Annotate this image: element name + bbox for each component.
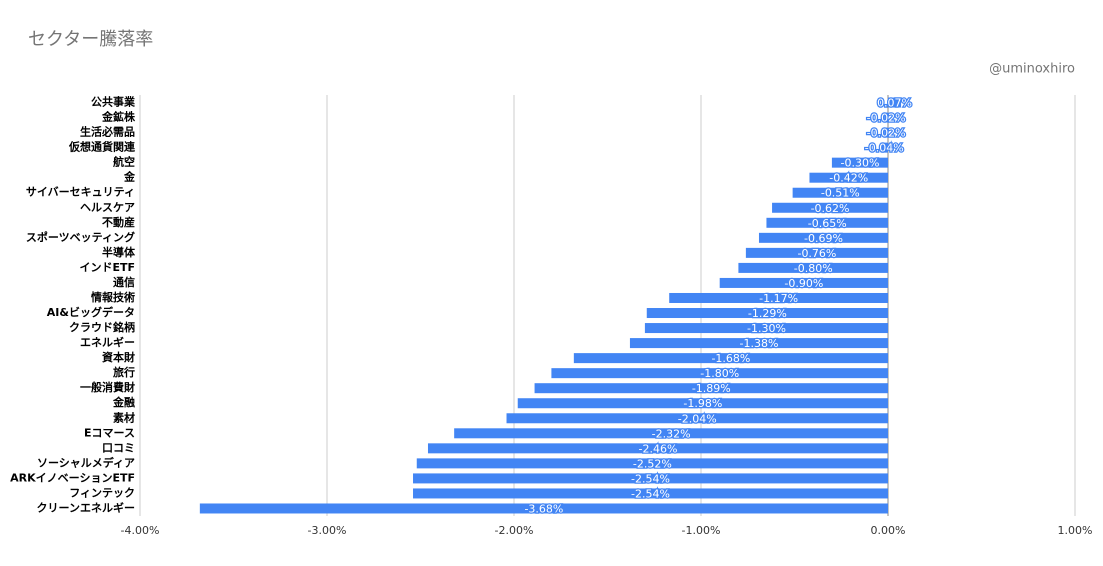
category-label: AI&ビッグデータ: [47, 305, 135, 319]
category-label: フィンテック: [69, 486, 135, 499]
category-label: 通信: [113, 275, 135, 289]
x-tick-label: -4.00%: [121, 524, 160, 537]
bar: [646, 308, 888, 319]
bar: [629, 338, 888, 349]
x-tick-label: -1.00%: [682, 524, 721, 537]
x-tick-label: 0.00%: [871, 524, 906, 537]
category-label: 生活必需品: [80, 125, 135, 139]
category-label: 情報技術: [91, 290, 135, 304]
value-label: -0.02%: [867, 127, 906, 140]
bar: [454, 428, 888, 439]
value-label: -1.38%: [740, 337, 779, 350]
value-label: -2.46%: [639, 442, 678, 455]
bar: [766, 217, 888, 228]
bar: [745, 247, 888, 258]
bar: [506, 413, 888, 424]
bar: [884, 127, 888, 138]
bar: [884, 112, 888, 123]
value-label: -0.90%: [784, 277, 823, 290]
bar: [669, 292, 888, 303]
value-label: -3.68%: [524, 502, 563, 515]
bar: [573, 353, 888, 364]
category-label: 一般消費財: [80, 380, 135, 394]
category-label: クリーンエネルギー: [37, 500, 135, 514]
value-label: -1.98%: [683, 397, 722, 410]
value-label: -0.76%: [797, 247, 836, 260]
category-label: 金: [123, 170, 136, 184]
value-label: -0.30%: [840, 157, 879, 170]
bar: [738, 262, 888, 273]
bar: [831, 157, 888, 168]
value-label: -1.30%: [747, 322, 786, 335]
bar: [719, 277, 888, 288]
value-label: -0.69%: [804, 232, 843, 245]
bar: [413, 473, 888, 484]
x-tick-label: -2.00%: [495, 524, 534, 537]
category-label: エネルギー: [80, 335, 135, 349]
bar: [644, 323, 888, 334]
value-label: -2.54%: [631, 472, 670, 485]
category-label: 金融: [112, 395, 135, 409]
value-label: -0.02%: [867, 112, 906, 125]
bar: [809, 172, 888, 183]
category-label: 資本財: [102, 350, 135, 364]
category-label: 口コミ: [102, 441, 135, 454]
category-label: ARKイノベーションETF: [10, 471, 135, 484]
value-label: -0.04%: [865, 142, 904, 155]
bar: [792, 187, 888, 198]
value-label: -0.42%: [829, 172, 868, 185]
value-label: -0.51%: [821, 187, 860, 200]
value-label: -1.17%: [759, 292, 798, 305]
credit: @uminoxhiro: [989, 62, 1075, 77]
bar: [551, 368, 888, 379]
value-label: -0.65%: [808, 217, 847, 230]
value-label: -0.62%: [811, 202, 850, 215]
category-label: 仮想通貨関連: [68, 140, 136, 154]
value-label: -2.32%: [652, 427, 691, 440]
category-label: サイバーセキュリティ: [26, 186, 135, 199]
value-label: -1.89%: [692, 382, 731, 395]
bar: [758, 232, 888, 243]
value-label: -2.04%: [678, 412, 717, 425]
category-label: スポーツベッティング: [26, 230, 135, 244]
category-label: 公共事業: [91, 95, 136, 109]
category-label: Eコマース: [84, 426, 135, 439]
value-label: -1.68%: [711, 352, 750, 365]
bar: [199, 503, 889, 514]
category-label: インドETF: [79, 261, 135, 274]
bar: [888, 97, 902, 108]
x-tick-label: 1.00%: [1058, 524, 1093, 537]
category-label: ソーシャルメディア: [37, 455, 135, 469]
bar: [416, 458, 888, 469]
value-label: -1.80%: [700, 367, 739, 380]
value-label: 0.07%: [877, 97, 912, 110]
bar: [772, 202, 888, 213]
category-label: 旅行: [113, 365, 135, 379]
category-label: 不動産: [102, 215, 135, 229]
bar: [413, 488, 888, 499]
bar: [534, 383, 888, 394]
value-label: -0.80%: [794, 262, 833, 275]
x-tick-label: -3.00%: [308, 524, 347, 537]
category-label: クラウド銘柄: [69, 320, 135, 334]
category-label: 素材: [113, 410, 135, 424]
category-label: 半導体: [102, 245, 136, 259]
bar: [880, 142, 888, 153]
chart-title: セクター騰落率: [28, 29, 153, 50]
value-label: -1.29%: [748, 307, 787, 320]
category-label: 金鉱株: [101, 110, 136, 124]
value-label: -2.54%: [631, 487, 670, 500]
category-label: ヘルスケア: [80, 201, 135, 214]
category-label: 航空: [113, 155, 135, 169]
bar: [517, 398, 888, 409]
value-label: -2.52%: [633, 457, 672, 470]
bar: [427, 443, 888, 454]
